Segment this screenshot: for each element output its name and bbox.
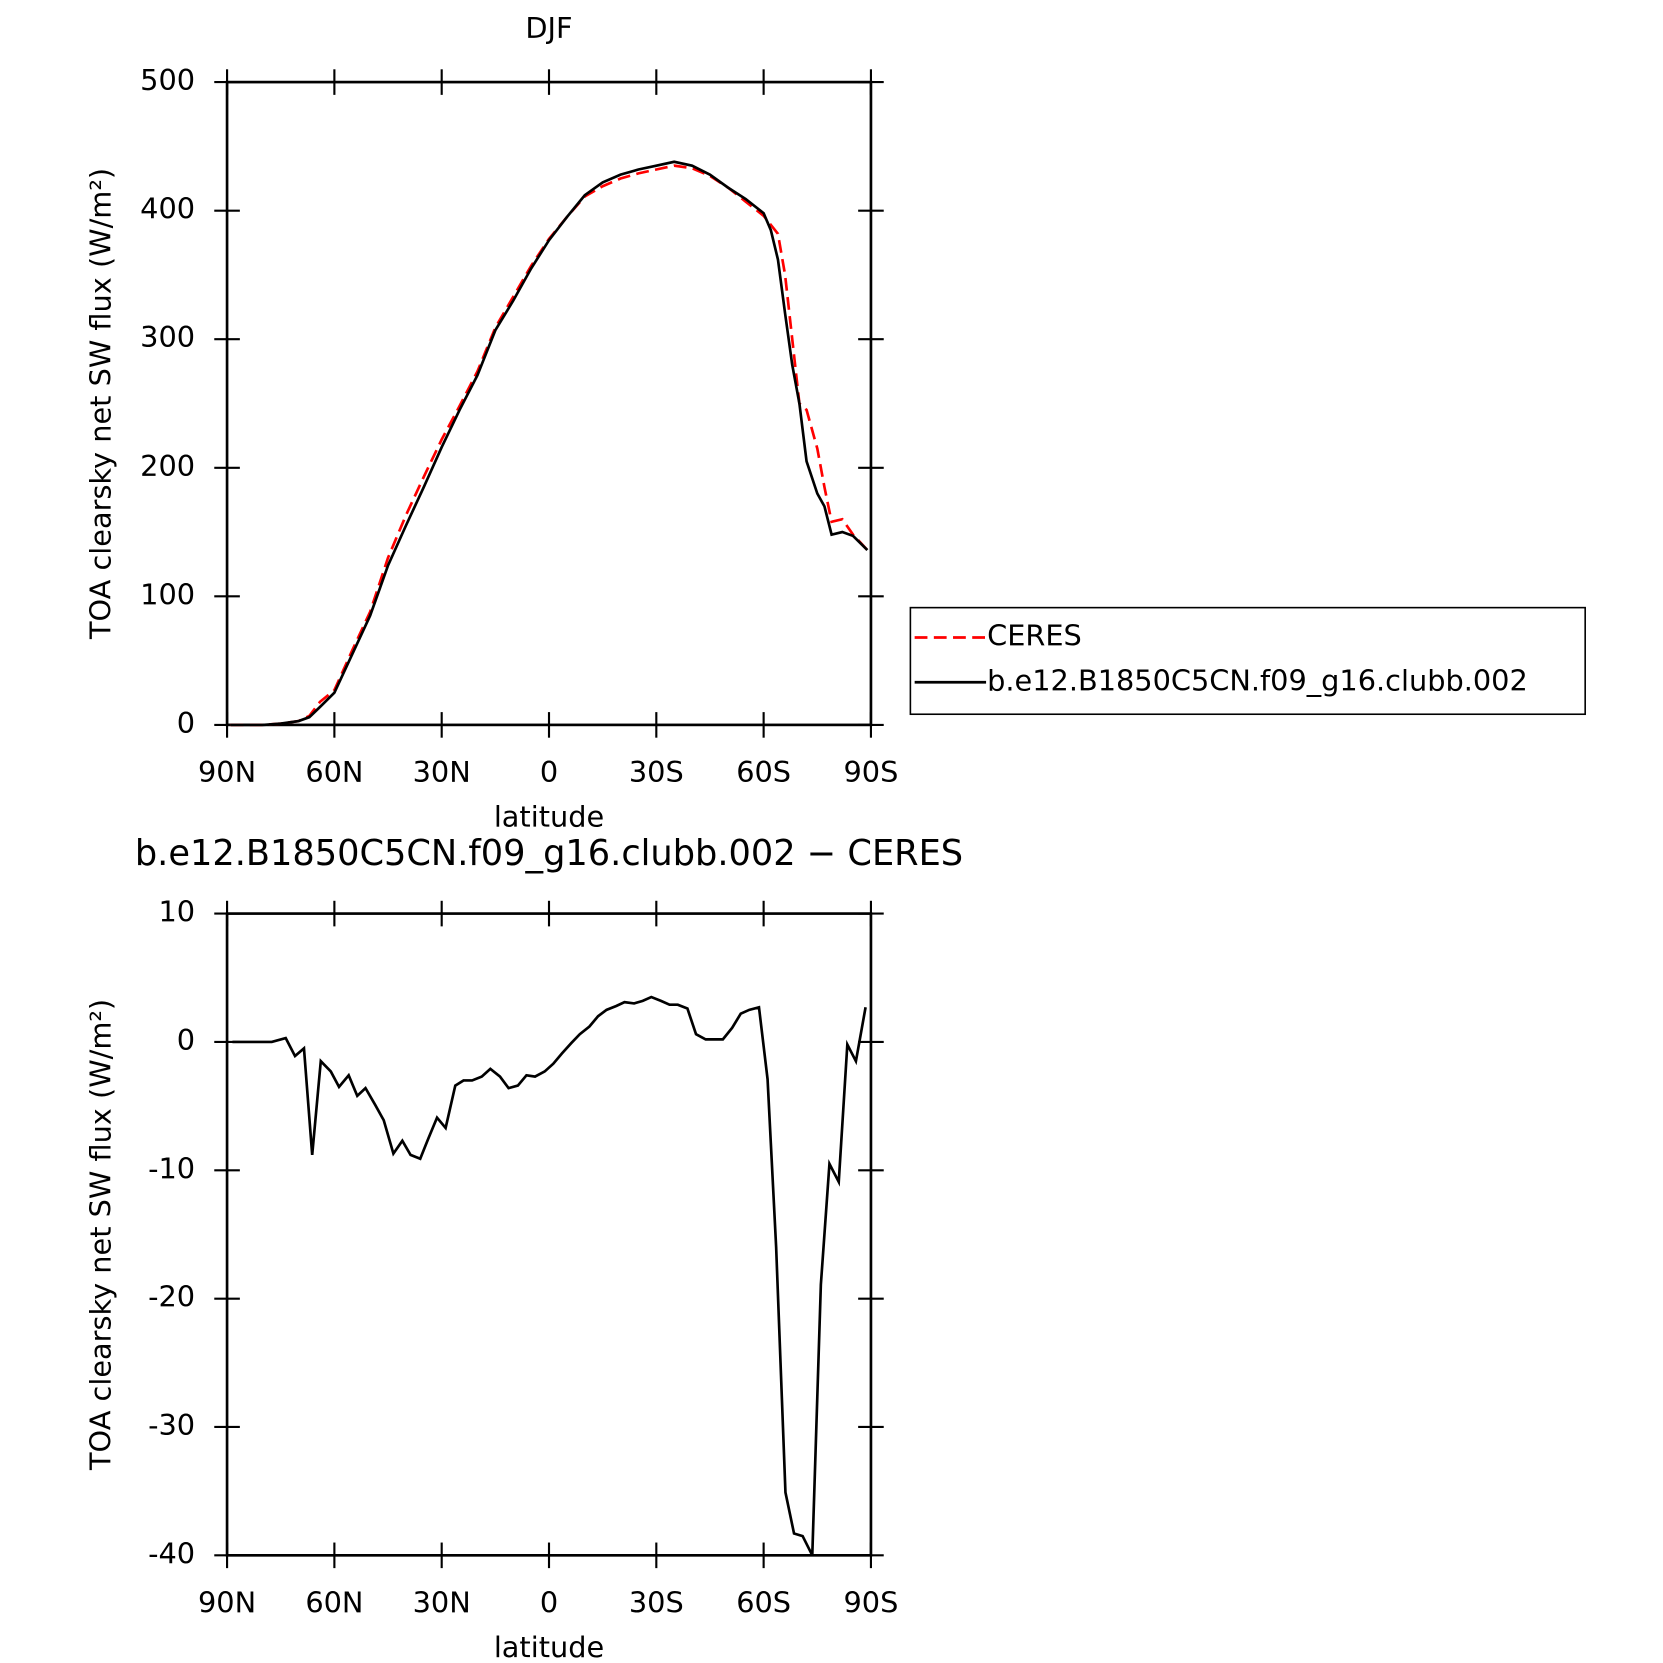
chart-title: b.e12.B1850C5CN.f09_g16.clubb.002 − CERE… [135, 833, 963, 874]
legend-box [909, 606, 1586, 716]
y-tick-label: 10 [158, 895, 195, 929]
x-tick-label: 60S [736, 755, 791, 789]
plot-frame [225, 912, 873, 1557]
x-tick-label: 30N [413, 755, 471, 789]
x-axis-label: latitude [494, 800, 604, 834]
y-tick-label: 300 [140, 320, 195, 354]
y-tick-label: -40 [148, 1536, 195, 1570]
x-tick-label: 90N [198, 1585, 256, 1619]
x-tick-label: 0 [540, 1585, 558, 1619]
y-tick-label: 200 [140, 449, 195, 483]
y-tick-label: 500 [140, 63, 195, 97]
x-tick-label: 60S [736, 1585, 791, 1619]
data-line [230, 160, 869, 727]
y-tick-label: 0 [177, 1023, 195, 1057]
y-tick-label: -30 [148, 1408, 195, 1442]
x-tick-label: 90S [844, 1585, 899, 1619]
y-tick-label: 400 [140, 192, 195, 226]
x-tick-label: 60N [305, 755, 363, 789]
y-tick-label: -20 [148, 1280, 195, 1314]
x-tick-label: 90S [844, 755, 899, 789]
data-line [230, 164, 869, 727]
plot-frame [225, 80, 873, 727]
data-line [232, 995, 867, 1556]
chart-title: DJF [525, 11, 572, 45]
x-tick-label: 90N [198, 755, 256, 789]
legend-label: b.e12.B1850C5CN.f09_g16.clubb.002 [987, 663, 1528, 697]
y-axis-label: TOA clearsky net SW flux (W/m²) [83, 999, 117, 1471]
x-tick-label: 0 [540, 755, 558, 789]
x-tick-label: 60N [305, 1585, 363, 1619]
legend-label: CERES [987, 618, 1082, 652]
y-tick-label: 0 [177, 706, 195, 740]
x-tick-label: 30S [629, 1585, 684, 1619]
y-axis-label: TOA clearsky net SW flux (W/m²) [83, 168, 117, 640]
x-tick-label: 30N [413, 1585, 471, 1619]
y-tick-label: -10 [148, 1151, 195, 1185]
x-axis-label: latitude [494, 1630, 604, 1663]
x-tick-label: 30S [629, 755, 684, 789]
y-tick-label: 100 [140, 577, 195, 611]
